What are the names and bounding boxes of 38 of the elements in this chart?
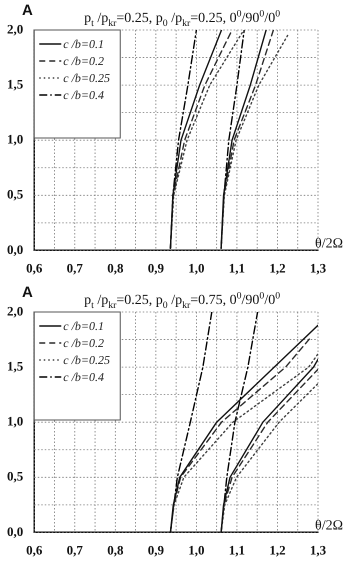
- y-tick-label: 2,0: [7, 21, 24, 36]
- legend-label: c /b=0.4: [63, 370, 104, 384]
- y-tick-label: 1,5: [7, 76, 24, 92]
- x-tick-label: 0,6: [26, 260, 43, 276]
- x-tick-label: 0,7: [66, 260, 84, 276]
- text: A: [22, 284, 33, 301]
- y-tick-label: 2,0: [7, 303, 24, 318]
- x-axis-title: θ/2Ω: [315, 236, 343, 252]
- y-tick-label: 0,5: [7, 186, 24, 202]
- legend-label: c /b=0.2: [63, 336, 104, 350]
- x-axis-title: θ/2Ω: [315, 518, 343, 534]
- legend-label: c /b=0.1: [63, 319, 104, 333]
- x-tick-label: 1,1: [228, 260, 246, 276]
- legend-label: c /b=0.25: [63, 353, 110, 367]
- x-tick-label: 1,1: [228, 542, 246, 558]
- y-tick-label: 1,0: [7, 132, 24, 147]
- x-tick-label: 1,0: [188, 260, 205, 276]
- x-tick-label: 0,8: [107, 260, 124, 276]
- legend-label: c /b=0.2: [63, 54, 104, 68]
- y-tick-label: 0,5: [7, 468, 24, 484]
- y-tick-label: 1,0: [7, 414, 24, 429]
- x-tick-label: 0,7: [66, 542, 84, 558]
- x-tick-label: 1,3: [310, 260, 327, 276]
- y-tick-label: 0,0: [7, 524, 24, 539]
- x-tick-label: 1,2: [269, 542, 286, 558]
- x-tick-label: 0,6: [26, 542, 43, 558]
- x-tick-label: 0,9: [148, 542, 164, 558]
- y-tick-label: 1,5: [7, 358, 24, 374]
- x-tick-label: 1,2: [269, 260, 286, 276]
- legend-label: c /b=0.4: [63, 88, 104, 102]
- x-tick-label: 1,0: [188, 542, 205, 558]
- legend-label: c /b=0.1: [63, 37, 104, 51]
- legend-label: c /b=0.25: [63, 71, 110, 85]
- y-tick-label: 0,0: [7, 242, 24, 257]
- x-tick-label: 0,8: [107, 542, 124, 558]
- text: A: [22, 2, 33, 19]
- x-tick-label: 0,9: [148, 260, 164, 276]
- x-tick-label: 1,3: [310, 542, 327, 558]
